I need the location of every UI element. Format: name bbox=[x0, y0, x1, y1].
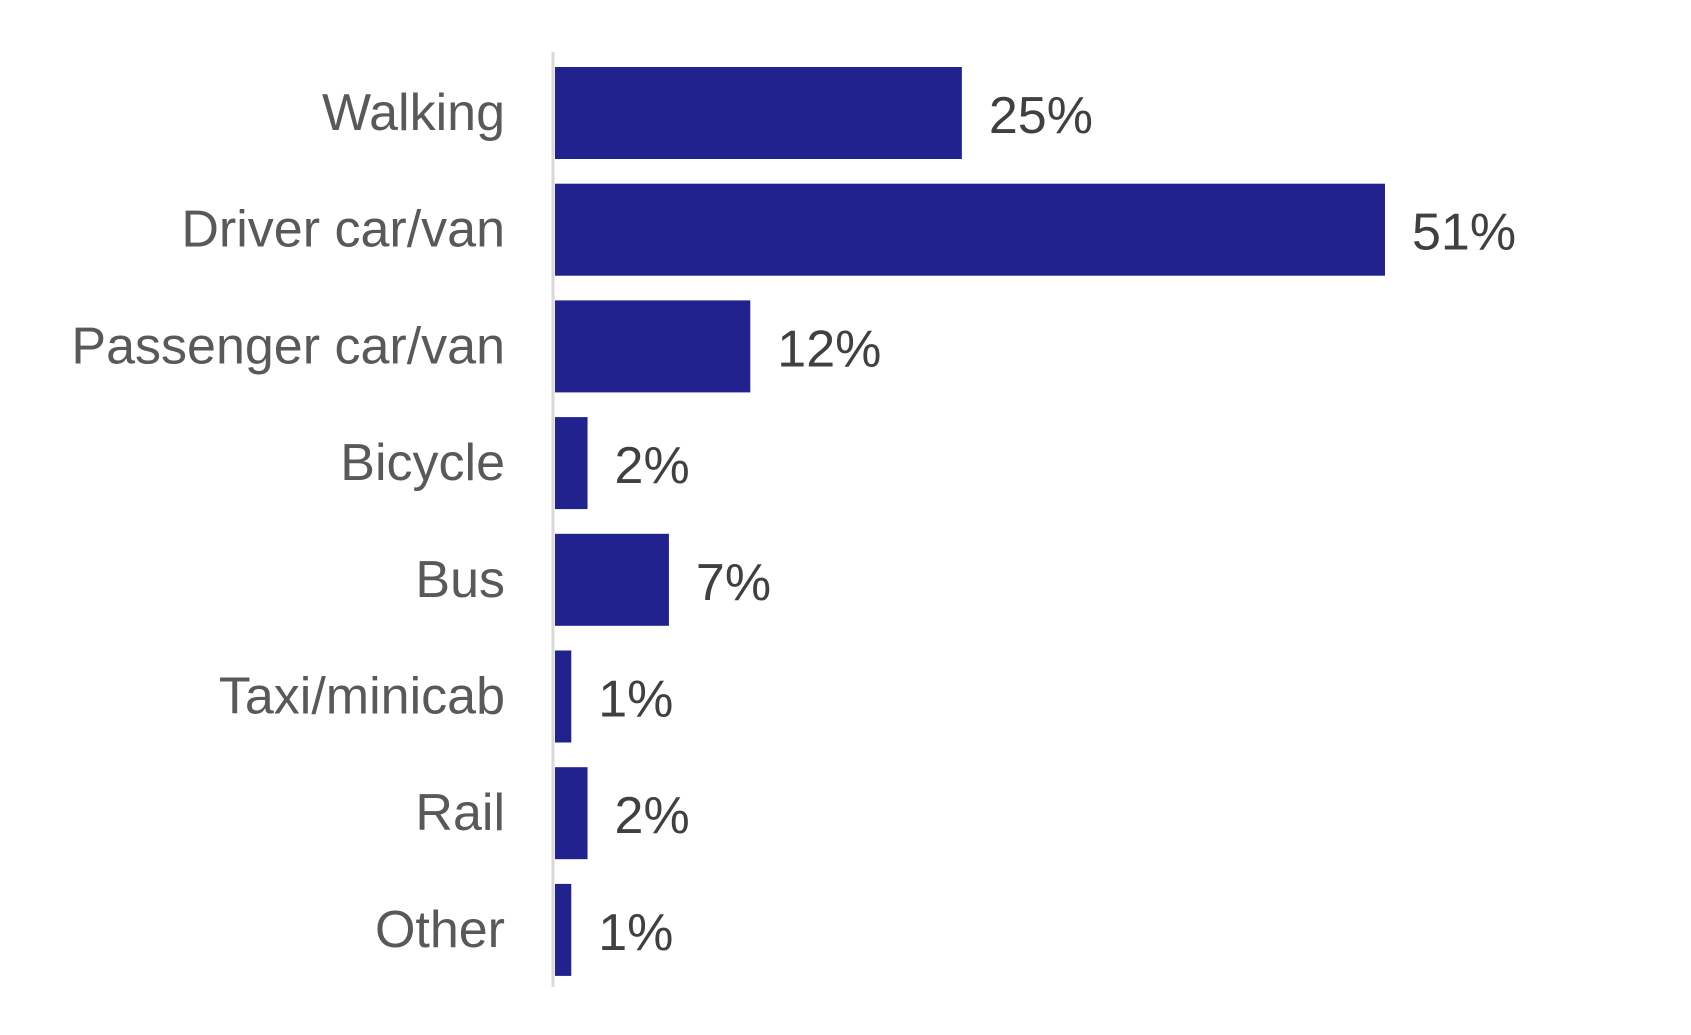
bar-bus bbox=[555, 533, 669, 626]
value-label-passenger-car-van: 12% bbox=[777, 320, 881, 378]
category-label-other: Other bbox=[375, 901, 505, 959]
bar-driver-car-van bbox=[555, 183, 1385, 276]
bar-bicycle bbox=[555, 417, 588, 510]
value-label-driver-car-van: 51% bbox=[1412, 204, 1516, 262]
category-label-walking: Walking bbox=[322, 84, 505, 142]
bar-passenger-car-van bbox=[555, 300, 751, 393]
bars-layer bbox=[555, 67, 1385, 976]
value-label-rail: 2% bbox=[615, 787, 690, 845]
value-label-walking: 25% bbox=[989, 87, 1093, 145]
value-label-taxi-minicab: 1% bbox=[598, 671, 673, 729]
category-label-passenger-car-van: Passenger car/van bbox=[71, 317, 505, 375]
value-label-other: 1% bbox=[598, 904, 673, 962]
bar-other bbox=[555, 883, 572, 976]
category-label-bicycle: Bicycle bbox=[340, 434, 505, 492]
category-label-driver-car-van: Driver car/van bbox=[181, 201, 505, 259]
category-label-bus: Bus bbox=[415, 551, 505, 609]
bar-rail bbox=[555, 767, 588, 860]
bar-taxi-minicab bbox=[555, 650, 572, 743]
value-label-bus: 7% bbox=[696, 554, 771, 612]
category-label-taxi-minicab: Taxi/minicab bbox=[219, 668, 505, 726]
bar-walking bbox=[555, 67, 962, 159]
value-label-bicycle: 2% bbox=[615, 437, 690, 495]
value-labels: 25% 51% 12% 2% 7% 1% 2% 1% bbox=[598, 87, 1516, 962]
category-label-rail: Rail bbox=[415, 784, 505, 842]
category-labels: Walking Driver car/van Passenger car/van Bi… bbox=[71, 84, 505, 959]
